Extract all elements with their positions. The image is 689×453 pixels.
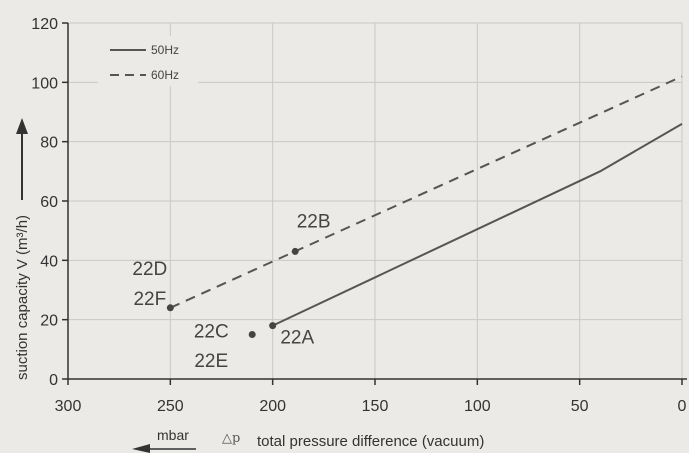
- y-tick-label: 0: [49, 372, 58, 389]
- x-tick-label: 0: [678, 398, 687, 415]
- data-point: [248, 331, 256, 338]
- x-tick-label: 300: [55, 398, 82, 415]
- y-tick-label: 120: [31, 16, 58, 33]
- tick-labels: 300 250 200 150 100 50 0 0 20 40 60 80 100 120: [31, 16, 686, 415]
- grid: [67, 22, 683, 380]
- y-tick-label: 80: [40, 135, 58, 152]
- annotation-label: 22E: [194, 351, 228, 372]
- annotation-label: 22D: [132, 259, 167, 280]
- legend-label-50hz: 50Hz: [151, 43, 179, 57]
- y-axis-label: suction capacity V (m³/h): [14, 118, 31, 380]
- x-tick-label: 150: [362, 398, 389, 415]
- x-tick-label: 200: [259, 398, 286, 415]
- series-lines: [169, 75, 683, 327]
- x-axis-label: mbar △p total pressure difference (vacuu…: [132, 427, 484, 453]
- y-axis-title: suction capacity V (m³/h): [14, 215, 31, 380]
- legend-box: [98, 36, 198, 86]
- annotation-label: 22F: [133, 289, 166, 310]
- data-point: [166, 304, 174, 312]
- series-line-50hz: [272, 123, 683, 327]
- series-line-60hz: [169, 75, 683, 309]
- y-tick-label: 20: [40, 313, 58, 330]
- x-tick-label: 50: [571, 398, 589, 415]
- legend-label-60hz: 60Hz: [151, 68, 179, 82]
- y-tick-label: 60: [40, 194, 58, 211]
- y-tick-label: 40: [40, 253, 58, 270]
- x-tick-label: 100: [464, 398, 491, 415]
- x-axis-title: total pressure difference (vacuum): [257, 433, 484, 450]
- data-markers: [166, 247, 299, 338]
- x-axis-arrow-icon: [132, 444, 150, 453]
- annotation-label: 22A: [280, 327, 314, 348]
- x-axis-unit: mbar: [157, 427, 189, 443]
- y-axis-arrow-icon: [16, 118, 28, 134]
- data-point: [269, 322, 277, 330]
- annotation-label: 22B: [297, 212, 331, 233]
- annotation-label: 22C: [194, 321, 229, 342]
- data-point: [291, 247, 299, 255]
- annotations: 22D 22F 22B 22C 22E 22A: [132, 212, 330, 372]
- x-axis-symbol: △p: [222, 431, 240, 446]
- x-tick-label: 250: [157, 398, 184, 415]
- legend: 50Hz 60Hz: [98, 36, 198, 86]
- y-tick-label: 100: [31, 75, 58, 92]
- axes: [62, 22, 687, 385]
